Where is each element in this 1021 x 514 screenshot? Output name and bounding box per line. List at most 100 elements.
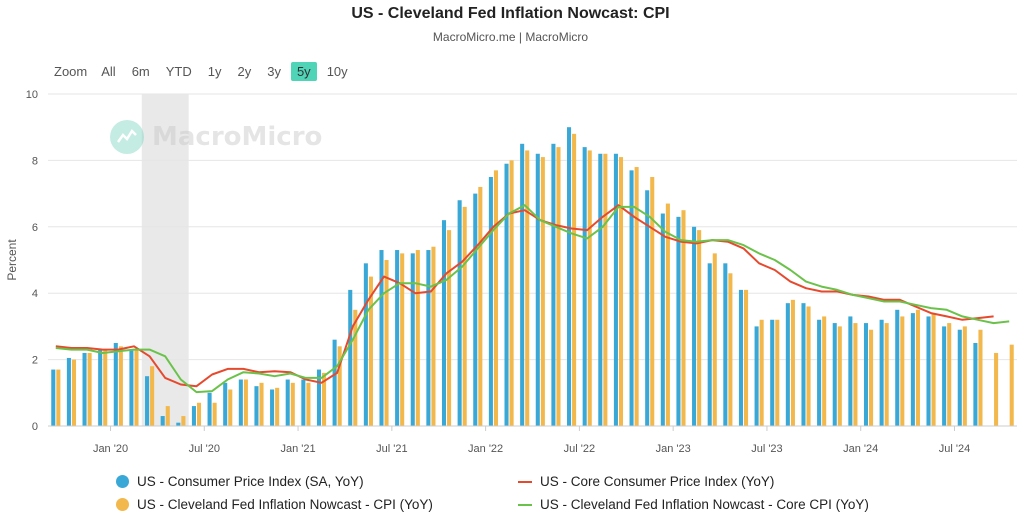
x-tick-label: Jul '21 xyxy=(376,443,407,455)
cpi-bar xyxy=(754,326,759,426)
cpi-bar xyxy=(785,303,790,426)
legend-label: US - Core Consumer Price Index (YoY) xyxy=(540,474,775,489)
cpi-bar xyxy=(660,213,665,426)
cpi-bar xyxy=(379,250,384,426)
legend-line-icon xyxy=(518,503,532,506)
cpi-bar xyxy=(957,329,962,426)
cpi-bar xyxy=(113,343,118,426)
nowcast-cpi-bar xyxy=(509,160,514,426)
nowcast-cpi-bar xyxy=(337,346,342,426)
nowcast-cpi-bar xyxy=(915,309,920,426)
cpi-bar xyxy=(160,416,165,426)
cpi-bar xyxy=(191,406,196,426)
axes: 0 2 4 6 8 10 Percent Jan '20 Jul '20 Jan '21 Jul '… xyxy=(5,89,1017,455)
watermark-text: MacroMicro xyxy=(152,122,323,152)
cpi-bar xyxy=(598,153,603,426)
legend-item-core-cpi[interactable]: US - Core Consumer Price Index (YoY) xyxy=(518,474,774,489)
cpi-bar xyxy=(254,386,259,426)
cpi-bar xyxy=(926,316,931,426)
nowcast-cpi-bar xyxy=(87,352,92,426)
nowcast-cpi-bar xyxy=(681,210,686,426)
nowcast-cpi-bar xyxy=(572,133,577,426)
nowcast-cpi-bar xyxy=(806,306,811,426)
x-tick-label: Jan '24 xyxy=(843,443,878,455)
cpi-bar xyxy=(770,319,775,426)
y-tick-label: 2 xyxy=(32,355,38,367)
cpi-bar xyxy=(645,190,650,426)
legend-label: US - Cleveland Fed Inflation Nowcast - C… xyxy=(137,497,433,512)
nowcast-cpi-bar xyxy=(618,157,624,426)
range-3y-button[interactable]: 3y xyxy=(267,63,281,79)
nowcast-cpi-bar xyxy=(400,253,405,426)
recession-band xyxy=(141,94,189,426)
nowcast-cpi-bar xyxy=(462,206,467,426)
cpi-bar xyxy=(66,357,71,426)
range-all-button[interactable]: All xyxy=(101,63,116,79)
nowcast-cpi-bar xyxy=(212,402,217,426)
range-ytd-button[interactable]: YTD xyxy=(165,63,192,79)
chart-title: US - Cleveland Fed Inflation Nowcast: CP… xyxy=(351,5,670,22)
watermark: MacroMicro xyxy=(110,120,322,154)
nowcast-cpi-bar xyxy=(290,382,295,426)
cpi-bar xyxy=(535,153,540,426)
x-tick-label: Jul '24 xyxy=(939,443,970,455)
cpi-bar xyxy=(551,143,556,427)
nowcast-cpi-bar xyxy=(978,329,983,426)
cpi-bar xyxy=(441,220,447,426)
cpi-bar xyxy=(395,250,400,426)
cpi-bar xyxy=(629,170,634,426)
macromicro-logo-icon xyxy=(110,120,144,154)
cpi-bar xyxy=(129,349,134,426)
nowcast-cpi-bar xyxy=(587,150,592,426)
cpi-bar xyxy=(82,352,87,426)
line-series-layer xyxy=(55,204,1010,394)
nowcast-cpi-bar xyxy=(56,369,61,426)
cpi-bar xyxy=(848,316,853,426)
nowcast-cpi-bar xyxy=(775,319,780,426)
legend-item-cpi[interactable]: US - Consumer Price Index (SA, YoY) xyxy=(116,474,364,489)
bar-series-layer xyxy=(51,127,1014,427)
cpi-bar xyxy=(145,376,150,426)
nowcast-cpi-bar xyxy=(118,346,123,426)
range-2y-button[interactable]: 2y xyxy=(237,63,252,79)
recession-band-layer xyxy=(141,94,189,426)
nowcast-cpi-bar xyxy=(322,372,327,426)
cpi-bar xyxy=(207,392,212,426)
range-10y-button[interactable]: 10y xyxy=(326,63,348,79)
cpi-bar xyxy=(410,253,415,426)
nowcast-cpi-bar xyxy=(665,203,670,426)
nowcast-cpi-bar xyxy=(697,230,702,426)
cpi-bar xyxy=(895,309,900,426)
nowcast-cpi-bar xyxy=(994,352,999,426)
nowcast-cpi-bar xyxy=(275,387,280,426)
nowcast-core-cpi-line xyxy=(55,204,1010,394)
cpi-bar xyxy=(707,263,712,426)
cpi-bar xyxy=(676,216,681,426)
range-1y-button[interactable]: 1y xyxy=(207,63,222,79)
y-tick-label: 0 xyxy=(32,421,38,433)
nowcast-cpi-bar xyxy=(962,326,967,426)
cpi-bar xyxy=(51,369,56,426)
nowcast-cpi-bar xyxy=(478,186,483,426)
cpi-bar xyxy=(613,153,618,426)
cpi-bar xyxy=(879,319,884,426)
cpi-bar xyxy=(692,226,697,426)
nowcast-cpi-bar xyxy=(931,313,936,426)
nowcast-cpi-bar xyxy=(853,323,858,426)
range-selector: Zoom All 6m YTD 1y 2y 3y 5y 10y xyxy=(50,60,358,82)
y-axis-label: Percent xyxy=(5,239,19,281)
cpi-bar xyxy=(567,127,572,426)
zoom-label: Zoom xyxy=(54,63,88,79)
legend-item-nowcast-cpi[interactable]: US - Cleveland Fed Inflation Nowcast - C… xyxy=(116,497,433,512)
cpi-bar xyxy=(504,163,509,426)
legend-item-nowcast-core[interactable]: US - Cleveland Fed Inflation Nowcast - C… xyxy=(518,497,869,512)
range-5y-button[interactable]: 5y xyxy=(290,61,317,81)
x-tick-label: Jul '22 xyxy=(564,443,595,455)
nowcast-cpi-bar xyxy=(134,349,139,426)
cpi-bar xyxy=(832,323,837,426)
nowcast-cpi-bar xyxy=(728,273,733,426)
nowcast-cpi-bar xyxy=(196,402,202,426)
chart-source: MacroMicro.me | MacroMicro xyxy=(432,30,589,44)
range-6m-button[interactable]: 6m xyxy=(131,63,150,79)
